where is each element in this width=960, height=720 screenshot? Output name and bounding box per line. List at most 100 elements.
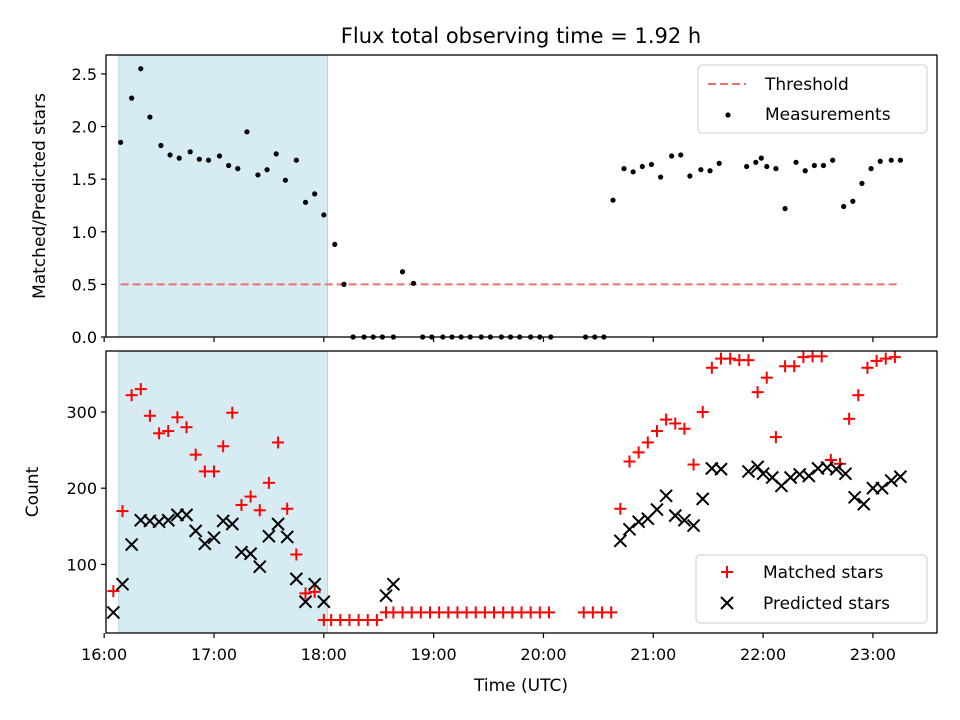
count-x-tick-label: 21:00 [630, 645, 676, 664]
measurement-point [758, 155, 764, 161]
matched-star-point [143, 409, 156, 422]
matched-star-point [134, 383, 147, 396]
count-y-axis-label: Count [23, 466, 43, 517]
matched-star-point [696, 405, 709, 418]
predicted-star-point [622, 522, 637, 537]
measurement-point [630, 169, 636, 175]
predicted-star-point [262, 529, 276, 543]
measurement-point [658, 174, 664, 180]
predicted-star-point [243, 547, 258, 561]
matched-star-point [888, 351, 901, 364]
measurement-point [244, 129, 250, 135]
ratio-legend-frame [697, 64, 928, 134]
measurement-point [410, 280, 417, 286]
measurement-point [158, 142, 164, 149]
measurement-point [226, 162, 232, 169]
matched-star-point [641, 436, 654, 449]
measurement-point [888, 157, 894, 163]
matched-star-point [226, 406, 239, 419]
count-panel: 100 200 300 16:00 17:00 18:00 19:00 20:00 21:00… [23, 350, 938, 696]
measurement-point [678, 152, 684, 158]
ratio-y-tick-label: 2.0 [72, 118, 97, 137]
measurement-point [187, 149, 193, 155]
predicted-star-point [115, 577, 130, 591]
count-y-axis: 100 200 300 [66, 403, 106, 574]
matched-star-point [370, 614, 383, 627]
measurement-point [235, 166, 241, 172]
measurement-point [802, 168, 808, 174]
measurement-point [312, 191, 318, 197]
matched-star-point [605, 606, 618, 619]
matched-star-point [678, 422, 691, 435]
matched-star-point [235, 498, 248, 511]
predicted-star-point [756, 467, 770, 481]
matched-star-point [724, 352, 737, 365]
matched-star-point [299, 587, 312, 600]
measurement-point [332, 241, 338, 248]
ratio-plot-frame [105, 54, 938, 338]
matched-star-point [253, 504, 266, 517]
count-legend-frame [695, 554, 928, 624]
matched-star-point [162, 425, 175, 438]
measurement-point [841, 203, 847, 210]
predicted-star-point [847, 490, 862, 505]
measurement-point [811, 162, 817, 169]
predicted-star-point [714, 462, 728, 476]
matched-star-point [843, 412, 856, 425]
measurement-point [764, 163, 770, 170]
predicted-star-point [650, 502, 664, 517]
matched-star-point [742, 354, 755, 367]
measurement-point [399, 269, 406, 275]
measurement-point [782, 206, 788, 212]
predicted-star-point [386, 577, 401, 591]
predicted-star-point [307, 577, 322, 591]
predicted-star-point [198, 537, 212, 551]
predicted-stars-points [106, 460, 908, 620]
matched-star-point [614, 502, 627, 515]
matched-star-point [207, 465, 220, 478]
measurement-point [716, 160, 722, 166]
count-shaded-interval [118, 350, 328, 634]
measurement-point [167, 152, 173, 158]
measurement-point [668, 153, 675, 159]
matched-star-point [669, 417, 682, 430]
predicted-star-point [289, 572, 304, 586]
predicted-star-point [207, 531, 221, 545]
measurement-point [793, 159, 799, 165]
count-x-tick-label: 22:00 [740, 645, 786, 664]
ratio-x-ticks [103, 337, 874, 342]
measurement-point [321, 212, 327, 218]
count-x-tick-label: 18:00 [301, 645, 347, 664]
predicted-star-point [179, 508, 194, 522]
matched-star-point [171, 411, 184, 424]
ratio-y-axis-label: Matched/Predicted stars [30, 93, 50, 299]
count-y-tick-label: 200 [66, 479, 97, 498]
predicted-star-point [216, 514, 230, 528]
predicted-star-point [613, 534, 628, 548]
predicted-star-point [686, 518, 701, 533]
matched-star-point [125, 389, 138, 402]
predicted-star-point [379, 588, 393, 603]
matched-star-point [861, 361, 874, 374]
count-plot-frame [105, 350, 938, 634]
measurement-point [138, 66, 144, 72]
measurement-point [820, 162, 827, 169]
measurement-point [698, 167, 704, 173]
predicted-star-point [280, 530, 294, 544]
predicted-star-point [875, 481, 889, 495]
matched-star-point [153, 427, 166, 440]
matched-star-point [751, 386, 764, 399]
ratio-legend: Threshold Measurements [697, 64, 928, 134]
matched-star-point [116, 505, 129, 518]
measurement-point [753, 159, 759, 165]
matched-star-point [852, 389, 865, 402]
legend-matched-label: Matched stars [763, 563, 883, 583]
measurement-points [118, 66, 903, 340]
count-x-axis: 16:00 17:00 18:00 19:00 20:00 21:00 22:00 23:00 [81, 633, 896, 664]
predicted-star-point [253, 559, 267, 574]
matched-stars-points [107, 350, 901, 627]
legend-measurement-swatch [725, 112, 731, 118]
measurement-point [293, 157, 299, 163]
legend-threshold-label: Threshold [764, 75, 849, 95]
predicted-star-point [884, 473, 898, 488]
